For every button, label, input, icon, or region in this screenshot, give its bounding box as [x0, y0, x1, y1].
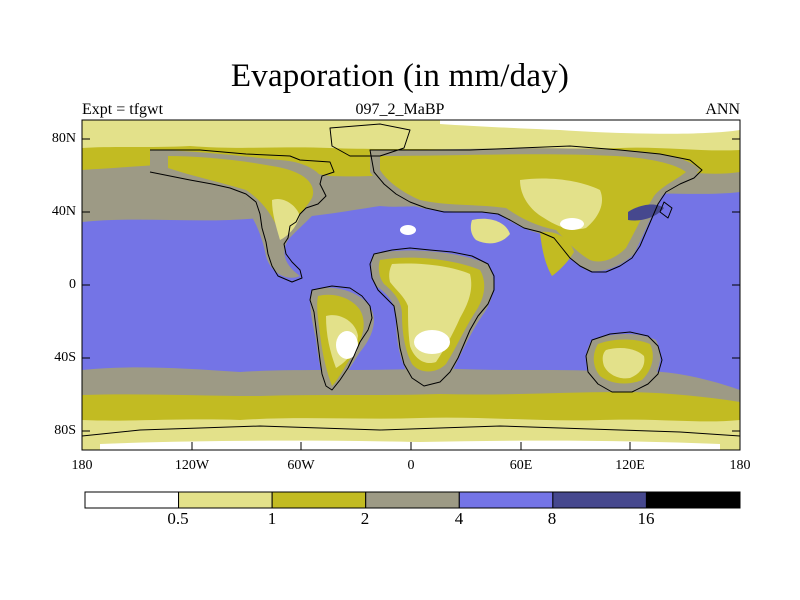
land-north-america-0.5to1 — [272, 198, 300, 240]
xtick-label-60e: 60E — [509, 458, 533, 473]
land-india-1to2 — [540, 231, 574, 276]
ytick-label-40n: 40N — [51, 204, 76, 219]
colorbar-swatch-0 — [84, 491, 180, 509]
land-tibet-dry — [560, 218, 584, 230]
colorbar-swatch-4 — [458, 491, 554, 509]
land-iran-0.5to1 — [470, 218, 510, 244]
map-fields — [82, 120, 740, 450]
xtick-label-180e: 180 — [729, 458, 751, 473]
coastline-japan — [659, 201, 673, 219]
colorbar-label-1: 1 — [267, 509, 277, 528]
land-eurasia-0.5to1 — [520, 178, 603, 230]
ytick-label-40s: 40S — [54, 350, 76, 365]
experiment-label: Expt = tfgwt — [82, 101, 164, 118]
colorbar-swatch-6 — [645, 491, 741, 509]
colorbar-label-16: 16 — [637, 509, 655, 528]
coastline-eurasia — [369, 145, 703, 273]
land-north-africa-dry — [400, 225, 416, 235]
colorbar-swatch-1 — [178, 491, 273, 509]
coastlines — [82, 123, 740, 437]
land-antarctica-dry — [100, 440, 720, 450]
coastline-greenland — [329, 123, 411, 157]
map-title: Evaporation (in mm/day) — [230, 58, 570, 94]
land-south-america-dry — [336, 331, 358, 359]
ytick-label-80s: 80S — [54, 423, 76, 438]
colorbar-label-2: 2 — [360, 509, 370, 528]
colorbar-label-4: 4 — [454, 509, 464, 528]
field-polar-north — [440, 120, 740, 134]
land-australia-0.5to1 — [602, 348, 645, 379]
xtick-label-120e: 120E — [615, 458, 645, 473]
axis-ticks — [81, 138, 741, 450]
land-africa-dry — [414, 330, 450, 354]
colorbar-label-8: 8 — [547, 509, 557, 528]
coastline-south-america — [309, 285, 373, 391]
xtick-label-0: 0 — [407, 458, 415, 473]
colorbar — [84, 491, 741, 509]
xtick-label-60w: 60W — [287, 458, 315, 473]
field-pacific-8to16 — [628, 204, 664, 221]
colorbar-swatch-2 — [271, 491, 367, 509]
coastline-antarctica — [82, 425, 740, 437]
case-label: 097_2_MaBP — [355, 101, 445, 118]
coastline-australia — [585, 331, 663, 393]
xtick-label-120w: 120W — [174, 458, 210, 473]
xtick-label-180w: 180 — [71, 458, 93, 473]
colorbar-label-0.5: 0.5 — [167, 509, 189, 528]
land-africa-0.5to1 — [389, 263, 472, 364]
ytick-label-0: 0 — [69, 277, 76, 292]
ytick-label-80n: 80N — [51, 131, 76, 146]
colorbar-swatch-5 — [552, 491, 647, 509]
coastline-africa — [369, 247, 495, 387]
coastline-north-america — [149, 149, 335, 283]
season-label: ANN — [705, 101, 740, 118]
colorbar-swatch-3 — [365, 491, 460, 509]
